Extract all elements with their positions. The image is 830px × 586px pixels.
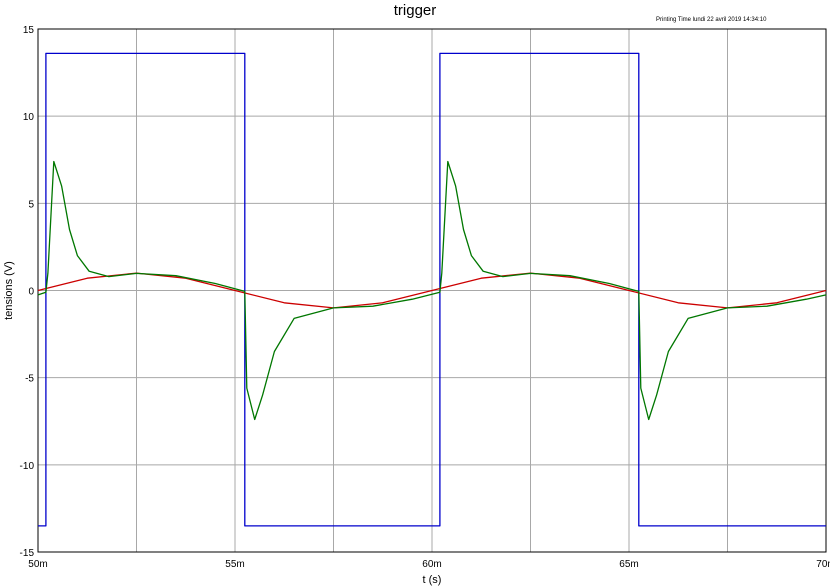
x-tick-label: 50m [28,559,47,570]
series-line-3 [37,160,827,421]
tick-labels: 50m 55m 60m 65m 70m 15 10 5 0 -5 -10 -15 [20,25,830,570]
printing-time-text: Printing Time lundi 22 avril 2019 14:34:… [656,17,767,23]
series-line-2 [37,272,827,309]
x-tick-label: 70m [816,559,830,570]
x-tick-label: 55m [225,559,244,570]
x-axis-label: t (s) [423,574,442,586]
y-tick-label: 10 [23,112,35,123]
y-tick-label: -5 [25,374,34,385]
series-layer [37,52,827,527]
y-tick-label: 15 [23,25,35,36]
chart-title: trigger [393,2,437,19]
y-tick-label: 5 [28,199,34,210]
x-tick-label: 60m [422,559,441,570]
x-tick-label: 65m [619,559,638,570]
y-tick-label: 0 [28,287,34,298]
y-tick-label: -10 [20,461,35,472]
y-axis-label: tensions (V) [3,261,15,320]
y-tick-label: -15 [20,548,35,559]
